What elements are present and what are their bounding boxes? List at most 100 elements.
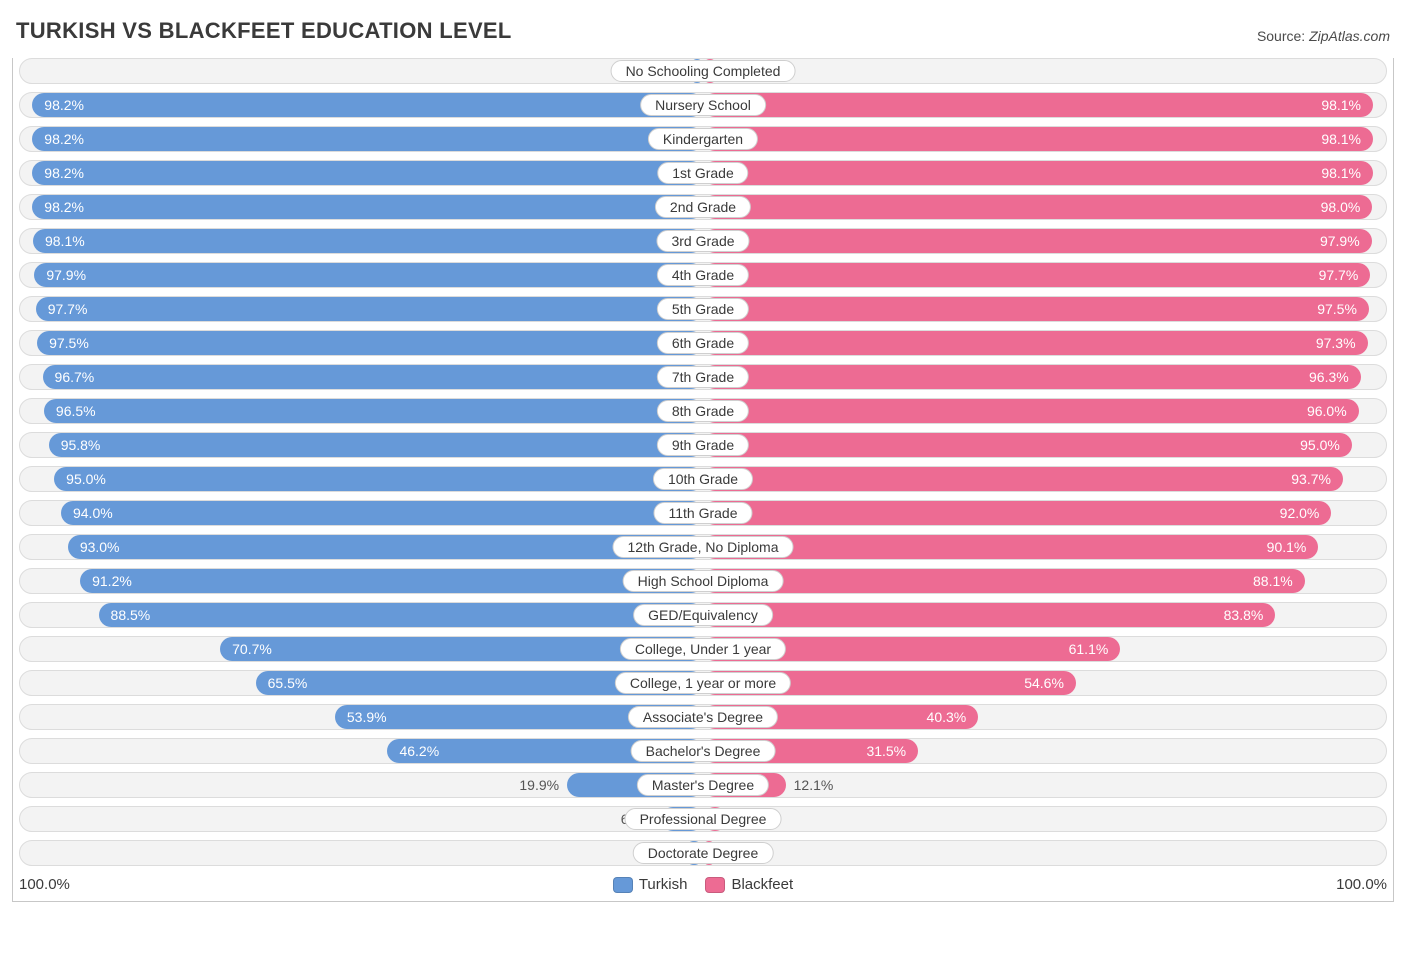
bar-right-value: 98.1% [1321, 165, 1361, 181]
bar-left-value: 53.9% [347, 709, 387, 725]
bar-left-value: 96.5% [56, 403, 96, 419]
chart-row: 19.9%12.1%Master's Degree [19, 772, 1387, 798]
bar-right: 98.1% [703, 127, 1373, 151]
bar-right-value: 88.1% [1253, 573, 1293, 589]
chart-row: 97.5% 97.3%6th Grade [19, 330, 1387, 356]
legend-swatch-blackfeet [705, 877, 725, 893]
bar-right-value: 97.5% [1317, 301, 1357, 317]
chart-row: 6.2%3.5%Professional Degree [19, 806, 1387, 832]
bar-left-value: 46.2% [399, 743, 439, 759]
chart-footer: 100.0%TurkishBlackfeet100.0% [13, 876, 1393, 897]
chart-row: 98.2% 98.1% Kindergarten [19, 126, 1387, 152]
bar-left-value: 98.2% [44, 165, 84, 181]
bar-right-value: 40.3% [927, 709, 967, 725]
bar-right-value: 96.0% [1307, 403, 1347, 419]
source-value: ZipAtlas.com [1309, 28, 1390, 44]
header: TURKISH VS BLACKFEET EDUCATION LEVEL Sou… [12, 18, 1394, 44]
bar-right: 95.0% [703, 433, 1352, 457]
chart-row: 1.8%2.0%No Schooling Completed [19, 58, 1387, 84]
bar-right: 83.8% [703, 603, 1275, 627]
bar-right: 96.3% [703, 365, 1361, 389]
bar-right-value: 12.1% [786, 773, 834, 797]
axis-max-left: 100.0% [19, 876, 70, 893]
chart-row: 2.7%1.5%Doctorate Degree [19, 840, 1387, 866]
diverging-bar-chart: 1.8%2.0%No Schooling Completed 98.2% 98.1%… [12, 58, 1394, 902]
chart-title: TURKISH VS BLACKFEET EDUCATION LEVEL [16, 18, 512, 44]
category-pill: Doctorate Degree [633, 842, 774, 864]
category-pill: 12th Grade, No Diploma [613, 536, 794, 558]
bar-left-value: 70.7% [232, 641, 272, 657]
chart-row: 97.9%97.7%4th Grade [19, 262, 1387, 288]
chart-row: 46.2% 31.5% Bachelor's Degree [19, 738, 1387, 764]
bar-right-value: 98.0% [1321, 199, 1361, 215]
category-pill: Bachelor's Degree [631, 740, 776, 762]
bar-left: 98.2% [32, 127, 703, 151]
category-pill: 6th Grade [657, 332, 749, 354]
bar-right: 88.1% [703, 569, 1305, 593]
bar-left: 97.7% [36, 297, 703, 321]
legend-item-turkish: Turkish [613, 876, 688, 893]
bar-left-value: 98.2% [44, 97, 84, 113]
category-pill: 2nd Grade [655, 196, 751, 218]
category-pill: 1st Grade [657, 162, 748, 184]
bar-right-value: 98.1% [1321, 97, 1361, 113]
chart-row: 95.8% 95.0%9th Grade [19, 432, 1387, 458]
chart-row: 95.0%93.7%10th Grade [19, 466, 1387, 492]
bar-right-value: 83.8% [1224, 607, 1264, 623]
category-pill: Associate's Degree [628, 706, 778, 728]
bar-left-value: 97.5% [49, 335, 89, 351]
bar-right: 97.5% [703, 297, 1369, 321]
category-pill: College, Under 1 year [620, 638, 786, 660]
chart-row: 65.5%54.6%College, 1 year or more [19, 670, 1387, 696]
category-pill: No Schooling Completed [611, 60, 796, 82]
bar-right-value: 93.7% [1291, 471, 1331, 487]
chart-row: 53.9% 40.3% Associate's Degree [19, 704, 1387, 730]
chart-row: 96.5%96.0%8th Grade [19, 398, 1387, 424]
bar-left-value: 96.7% [55, 369, 95, 385]
chart-row: 93.0% 90.1% 12th Grade, No Diploma [19, 534, 1387, 560]
bar-left-value: 95.8% [61, 437, 101, 453]
category-pill: Kindergarten [648, 128, 758, 150]
chart-row: 97.7%97.5%5th Grade [19, 296, 1387, 322]
bar-left: 96.7% [43, 365, 703, 389]
bar-left: 95.8% [49, 433, 703, 457]
bar-right: 98.1% [703, 93, 1373, 117]
source-attribution: Source: ZipAtlas.com [1257, 28, 1390, 44]
legend-item-blackfeet: Blackfeet [705, 876, 793, 893]
category-pill: 10th Grade [653, 468, 753, 490]
bar-left-value: 93.0% [80, 539, 120, 555]
chart-row: 94.0%92.0%11th Grade [19, 500, 1387, 526]
bar-left-value: 98.2% [44, 199, 84, 215]
category-pill: High School Diploma [623, 570, 784, 592]
bar-left: 94.0% [61, 501, 703, 525]
legend-label-turkish: Turkish [639, 876, 688, 893]
legend-swatch-turkish [613, 877, 633, 893]
bar-left-value: 91.2% [92, 573, 132, 589]
bar-right-value: 31.5% [866, 743, 906, 759]
bar-right-value: 97.9% [1320, 233, 1360, 249]
bar-left-value: 98.1% [45, 233, 85, 249]
category-pill: 9th Grade [657, 434, 749, 456]
bar-left-value: 65.5% [268, 675, 308, 691]
bar-right-value: 98.1% [1321, 131, 1361, 147]
bar-right: 98.0% [703, 195, 1372, 219]
bar-right-value: 96.3% [1309, 369, 1349, 385]
legend-label-blackfeet: Blackfeet [731, 876, 793, 893]
bar-left: 98.2% [32, 93, 703, 117]
bar-right-value: 97.7% [1319, 267, 1359, 283]
category-pill: 11th Grade [653, 502, 752, 524]
chart-row: 98.2% 98.1% 1st Grade [19, 160, 1387, 186]
category-pill: 3rd Grade [656, 230, 749, 252]
bar-right: 97.3% [703, 331, 1368, 355]
category-pill: Master's Degree [637, 774, 769, 796]
chart-row: 98.2% 98.0% 2nd Grade [19, 194, 1387, 220]
chart-row: 91.2% 88.1% High School Diploma [19, 568, 1387, 594]
bar-left: 98.2% [32, 195, 703, 219]
bar-right: 98.1% [703, 161, 1373, 185]
bar-right: 97.7% [703, 263, 1370, 287]
bar-left: 91.2% [80, 569, 703, 593]
bar-right-value: 90.1% [1267, 539, 1307, 555]
category-pill: Nursery School [640, 94, 766, 116]
source-label: Source: [1257, 28, 1309, 44]
category-pill: College, 1 year or more [615, 672, 791, 694]
